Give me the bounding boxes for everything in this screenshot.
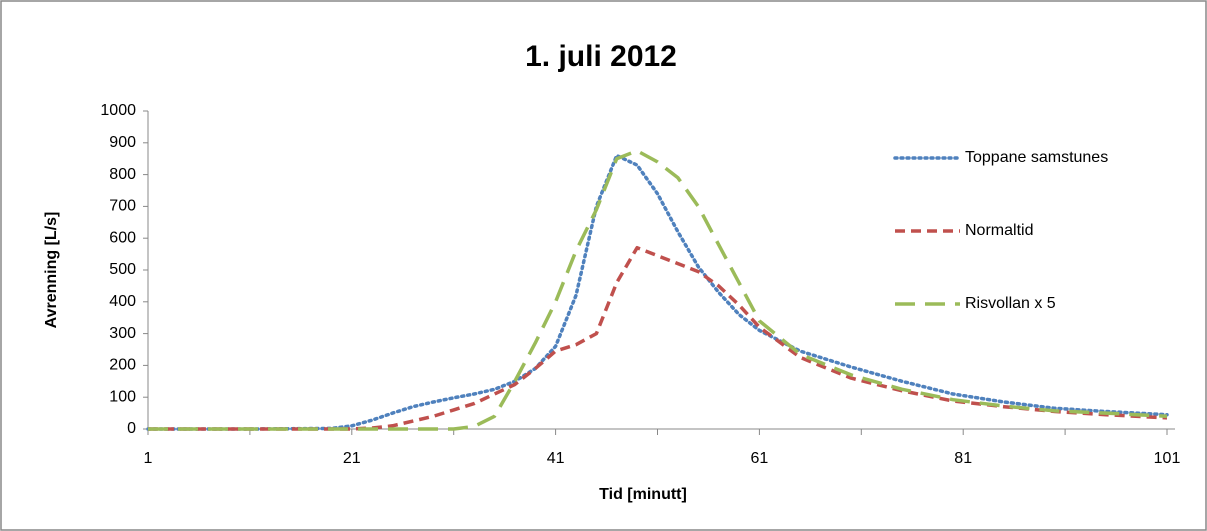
legend-label: Risvollan x 5: [965, 295, 1056, 312]
y-tick-label: 100: [109, 388, 136, 405]
x-tick-label: 21: [343, 450, 361, 467]
x-axis-title: Tid [minutt]: [599, 486, 687, 503]
legend-label: Normaltid: [965, 222, 1033, 239]
x-tick-label: 41: [547, 450, 565, 467]
y-tick-label: 900: [109, 134, 136, 151]
y-tick-label: 500: [109, 261, 136, 278]
y-axis-title: Avrenning [L/s]: [43, 212, 60, 329]
y-tick-label: 1000: [100, 102, 136, 119]
x-tick-label: 61: [751, 450, 769, 467]
y-tick-label: 400: [109, 293, 136, 310]
y-tick-label: 0: [127, 420, 136, 437]
chart-title: 1. juli 2012: [525, 40, 677, 73]
y-tick-label: 300: [109, 325, 136, 342]
x-tick-label: 1: [144, 450, 153, 467]
y-tick-label: 700: [109, 198, 136, 215]
series-line: [148, 149, 1168, 431]
x-tick-label: 81: [954, 450, 972, 467]
y-tick-label: 800: [109, 166, 136, 183]
y-tick-label: 600: [109, 229, 136, 246]
x-tick-label: 101: [1154, 450, 1181, 467]
y-tick-label: 200: [109, 357, 136, 374]
legend-label: Toppane samstunes: [965, 149, 1108, 166]
